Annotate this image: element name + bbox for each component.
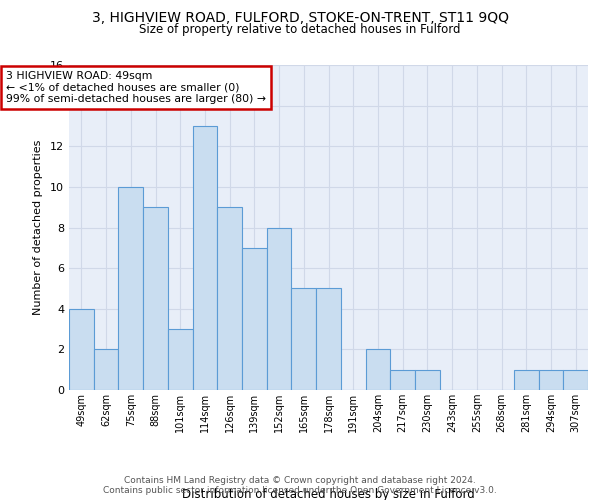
Bar <box>94 350 118 390</box>
Bar <box>217 207 242 390</box>
Text: Contains HM Land Registry data © Crown copyright and database right 2024.: Contains HM Land Registry data © Crown c… <box>124 476 476 485</box>
Y-axis label: Number of detached properties: Number of detached properties <box>33 140 43 315</box>
Bar <box>168 329 193 390</box>
Bar <box>267 228 292 390</box>
Bar <box>365 350 390 390</box>
Bar <box>390 370 415 390</box>
Bar <box>69 308 94 390</box>
Bar <box>193 126 217 390</box>
Bar <box>539 370 563 390</box>
Text: Contains public sector information licensed under the Open Government Licence v3: Contains public sector information licen… <box>103 486 497 495</box>
Bar <box>563 370 588 390</box>
Text: 3, HIGHVIEW ROAD, FULFORD, STOKE-ON-TRENT, ST11 9QQ: 3, HIGHVIEW ROAD, FULFORD, STOKE-ON-TREN… <box>91 11 509 25</box>
Bar <box>292 288 316 390</box>
Bar <box>514 370 539 390</box>
Bar <box>118 187 143 390</box>
X-axis label: Distribution of detached houses by size in Fulford: Distribution of detached houses by size … <box>182 488 475 500</box>
Bar <box>415 370 440 390</box>
Bar <box>242 248 267 390</box>
Text: 3 HIGHVIEW ROAD: 49sqm
← <1% of detached houses are smaller (0)
99% of semi-deta: 3 HIGHVIEW ROAD: 49sqm ← <1% of detached… <box>6 71 266 104</box>
Bar <box>316 288 341 390</box>
Bar <box>143 207 168 390</box>
Text: Size of property relative to detached houses in Fulford: Size of property relative to detached ho… <box>139 22 461 36</box>
